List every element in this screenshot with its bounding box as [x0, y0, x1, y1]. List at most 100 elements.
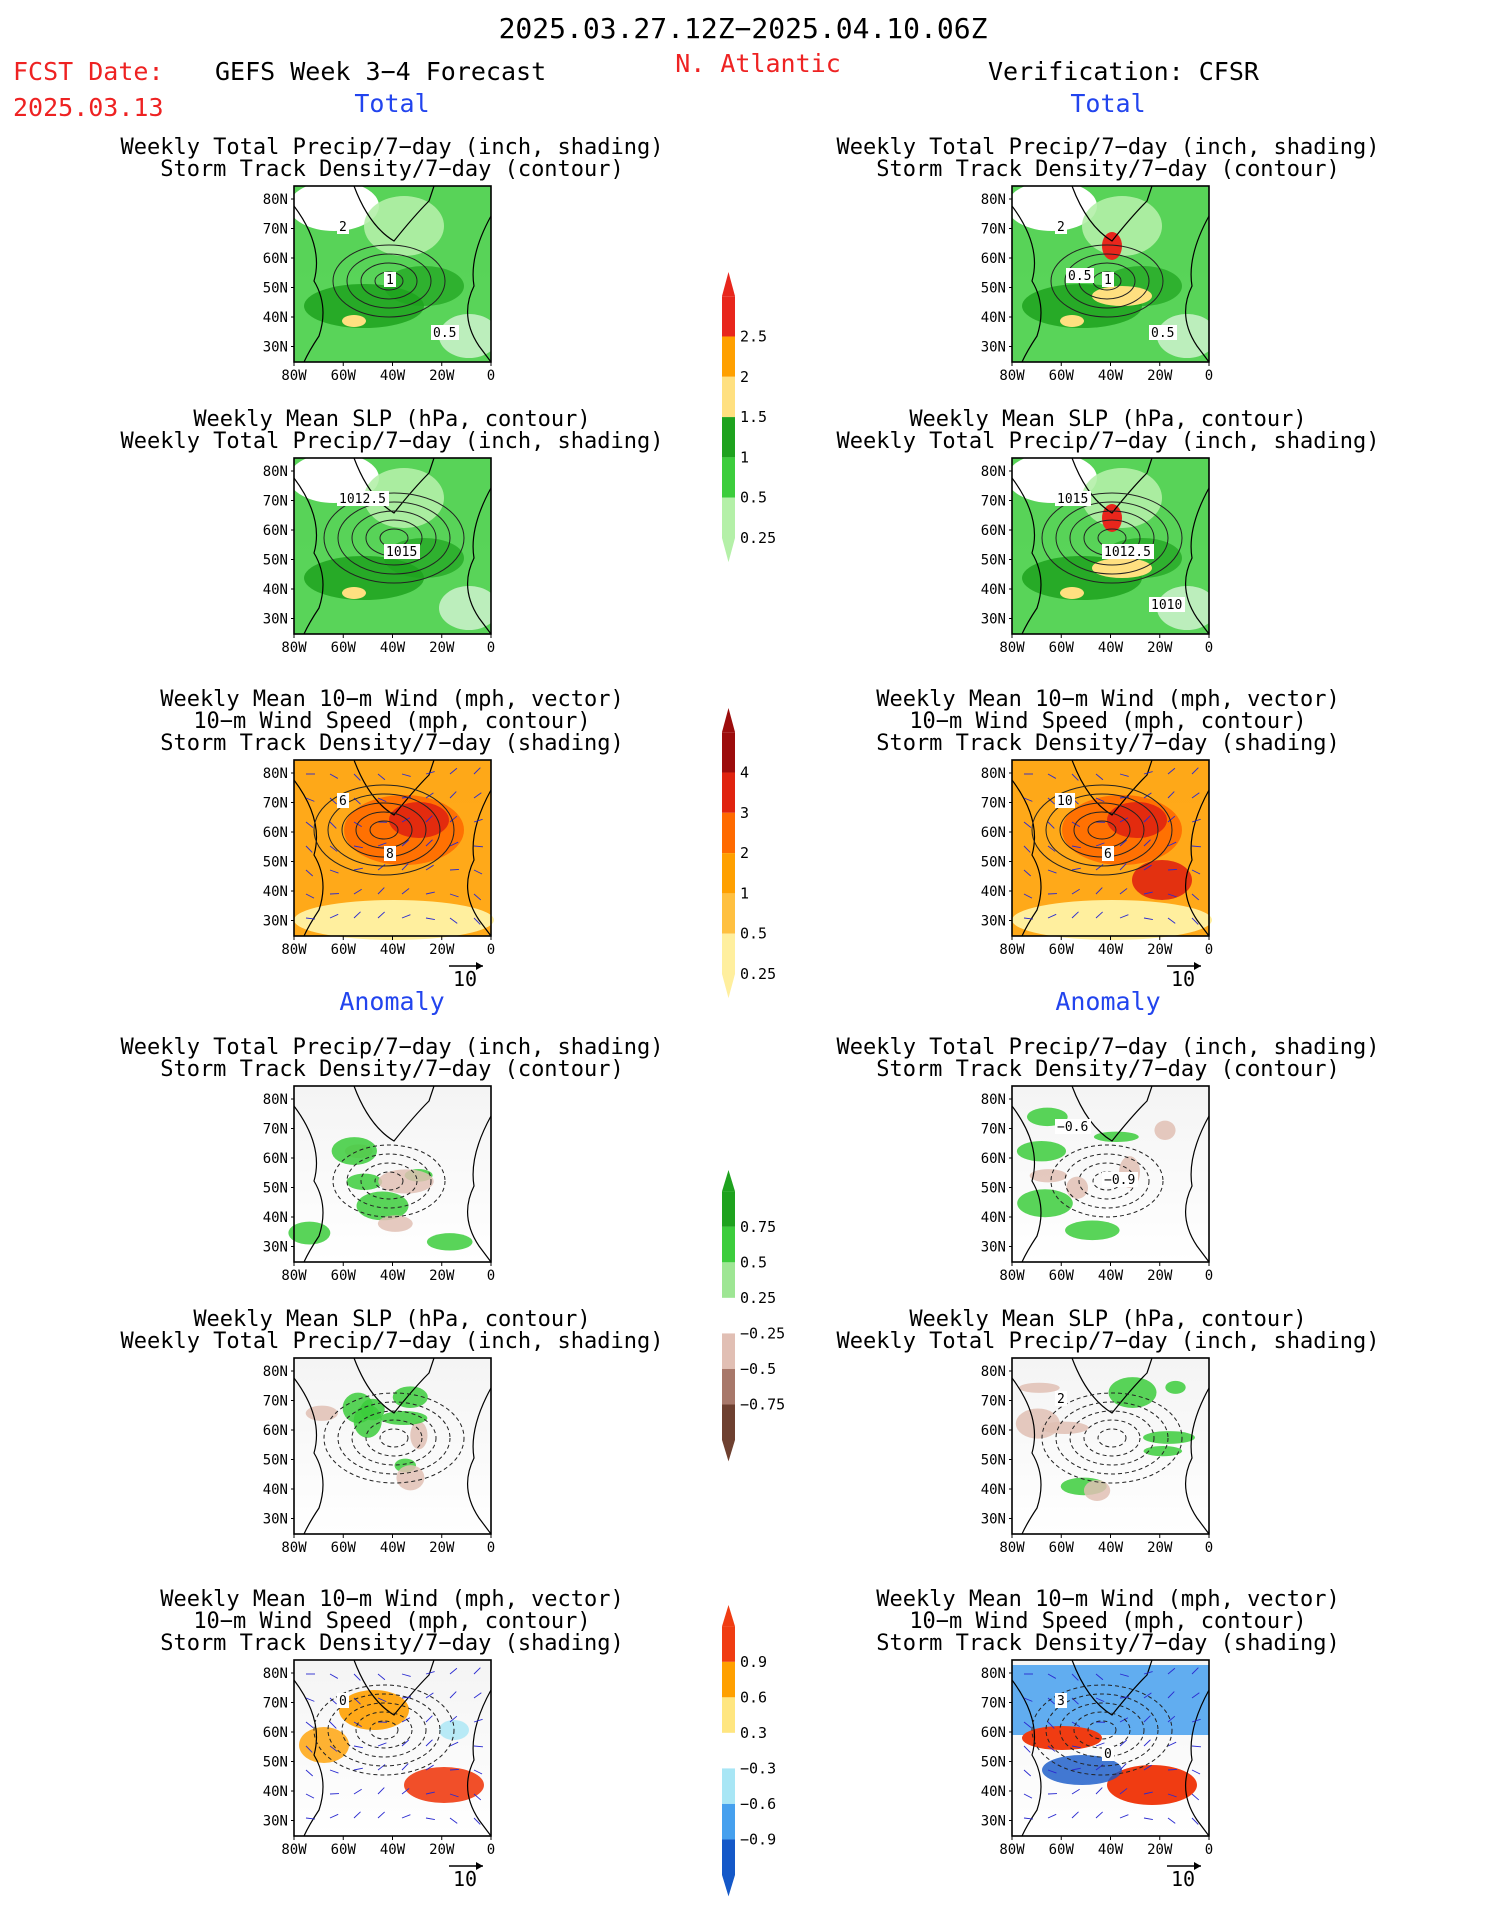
latitude-label: 60N — [981, 825, 1006, 841]
wind-vector — [450, 1769, 459, 1770]
colorbar-segment — [722, 1626, 735, 1662]
colorbar-segment — [722, 732, 735, 772]
latitude-label: 30N — [981, 1512, 1006, 1528]
colorbar-top-arrow — [722, 1170, 735, 1191]
panel-title-line: Storm Track Density/7−day (contour) — [876, 157, 1340, 182]
panel-anom_wind-fcst: Weekly Mean 10−m Wind (mph, vector)10−m … — [160, 1587, 624, 1891]
colorbar-segment — [722, 1662, 735, 1698]
contour-label: 0.5 — [433, 326, 456, 341]
longitude-label: 60W — [331, 1842, 357, 1858]
latitude-label: 80N — [263, 464, 288, 480]
longitude-label: 40W — [1098, 640, 1124, 656]
longitude-label: 40W — [1098, 942, 1124, 958]
longitude-label: 60W — [1049, 1540, 1075, 1556]
longitude-label: 80W — [281, 1540, 307, 1556]
dry-anomaly — [378, 1215, 413, 1231]
colorbar-bottom-arrow — [722, 974, 735, 998]
longitude-label: 0 — [1205, 368, 1213, 384]
contour-label: 0.5 — [1151, 326, 1174, 341]
longitude-label: 0 — [487, 942, 495, 958]
wet-anomaly — [1017, 1189, 1073, 1217]
latitude-label: 40N — [263, 1784, 288, 1800]
contour-label: 2 — [1057, 220, 1065, 235]
colorbar-total_precip: 2.521.510.50.25 — [722, 272, 776, 562]
colorbar-tick-label: 0.5 — [740, 489, 767, 507]
latitude-label: 30N — [981, 340, 1006, 356]
colorbar-segment — [722, 1404, 735, 1440]
panel-total_wind-fcst: Weekly Mean 10−m Wind (mph, vector)10−m … — [160, 687, 624, 991]
contour-label: 2 — [339, 220, 347, 235]
longitude-label: 40W — [1098, 1268, 1124, 1284]
longitude-label: 40W — [1098, 1540, 1124, 1556]
longitude-label: 80W — [281, 1842, 307, 1858]
latitude-label: 70N — [981, 796, 1006, 812]
longitude-label: 80W — [999, 640, 1025, 656]
latitude-label: 40N — [263, 582, 288, 598]
colorbar-top-arrow — [722, 708, 735, 732]
reference-vector-label: 10 — [453, 1867, 477, 1891]
latitude-label: 60N — [981, 1151, 1006, 1167]
longitude-label: 0 — [487, 1268, 495, 1284]
latitude-label: 50N — [263, 553, 288, 569]
panel-title-line: Storm Track Density/7−day (shading) — [160, 731, 624, 756]
longitude-label: 20W — [1147, 1268, 1173, 1284]
latitude-label: 30N — [263, 340, 288, 356]
panel-title-line: Storm Track Density/7−day (shading) — [160, 1631, 624, 1656]
latitude-label: 30N — [981, 1814, 1006, 1830]
date-range: 2025.03.27.12Z−2025.04.10.06Z — [499, 12, 988, 45]
latitude-label: 80N — [981, 1364, 1006, 1380]
colorbar-tick-label: 2.5 — [740, 327, 767, 345]
colorbar-segment — [722, 377, 735, 417]
contour-label: 6 — [339, 794, 347, 809]
colorbar-segment — [722, 296, 735, 336]
wind-vector — [1168, 1769, 1177, 1770]
colorbar-tick-label: 0.3 — [740, 1724, 767, 1742]
dry-anomaly — [378, 1169, 433, 1193]
colorbar-segment — [722, 498, 735, 538]
latitude-label: 70N — [981, 1696, 1006, 1712]
colorbar-tick-label: 1.5 — [740, 408, 767, 426]
colorbar-tick-label: 0.5 — [740, 1253, 767, 1271]
longitude-label: 0 — [1205, 640, 1213, 656]
contour-label: 0 — [339, 1694, 347, 1709]
latitude-label: 40N — [981, 884, 1006, 900]
latitude-label: 40N — [263, 884, 288, 900]
latitude-label: 70N — [263, 222, 288, 238]
total-label-right: Total — [1070, 89, 1145, 118]
panel-title-line: Storm Track Density/7−day (contour) — [160, 157, 624, 182]
longitude-label: 80W — [999, 368, 1025, 384]
low-storm-area — [294, 900, 494, 940]
latitude-label: 30N — [981, 1240, 1006, 1256]
colorbar-tick-label: 2 — [740, 368, 749, 386]
latitude-label: 80N — [263, 766, 288, 782]
latitude-label: 70N — [981, 222, 1006, 238]
colorbar-segment — [722, 1227, 735, 1263]
longitude-label: 40W — [1098, 1842, 1124, 1858]
latitude-label: 80N — [981, 464, 1006, 480]
longitude-label: 40W — [1098, 368, 1124, 384]
dry-anomaly — [1154, 1121, 1175, 1140]
colorbar-bottom-arrow — [722, 1440, 735, 1461]
longitude-label: 40W — [380, 1268, 406, 1284]
wet-anomaly — [380, 1411, 427, 1425]
positive-storm-anomaly — [404, 1767, 484, 1803]
colorbar-tick-label: 0.25 — [740, 1289, 776, 1307]
peak-precip-area — [342, 315, 366, 327]
colorbar-segment — [722, 1298, 735, 1334]
panel-anom_wind-obs: Weekly Mean 10−m Wind (mph, vector)10−m … — [876, 1587, 1340, 1891]
latitude-label: 80N — [263, 1092, 288, 1108]
latitude-label: 50N — [263, 1755, 288, 1771]
panel-title-line: Storm Track Density/7−day (contour) — [160, 1057, 624, 1082]
panel-title-line: Storm Track Density/7−day (shading) — [876, 731, 1340, 756]
colorbar-tick-label: −0.9 — [740, 1830, 776, 1848]
latitude-label: 70N — [981, 494, 1006, 510]
dry-anomaly — [1030, 1169, 1067, 1182]
colorbar-segment — [722, 1839, 735, 1875]
reference-vector-label: 10 — [1171, 1867, 1195, 1891]
latitude-label: 40N — [263, 310, 288, 326]
wind-vector — [1168, 869, 1177, 870]
colorbar-segment — [722, 1262, 735, 1298]
panel-anom_slp-obs: Weekly Mean SLP (hPa, contour)Weekly Tot… — [836, 1307, 1379, 1556]
wet-anomaly — [1017, 1141, 1066, 1161]
latitude-label: 70N — [263, 796, 288, 812]
